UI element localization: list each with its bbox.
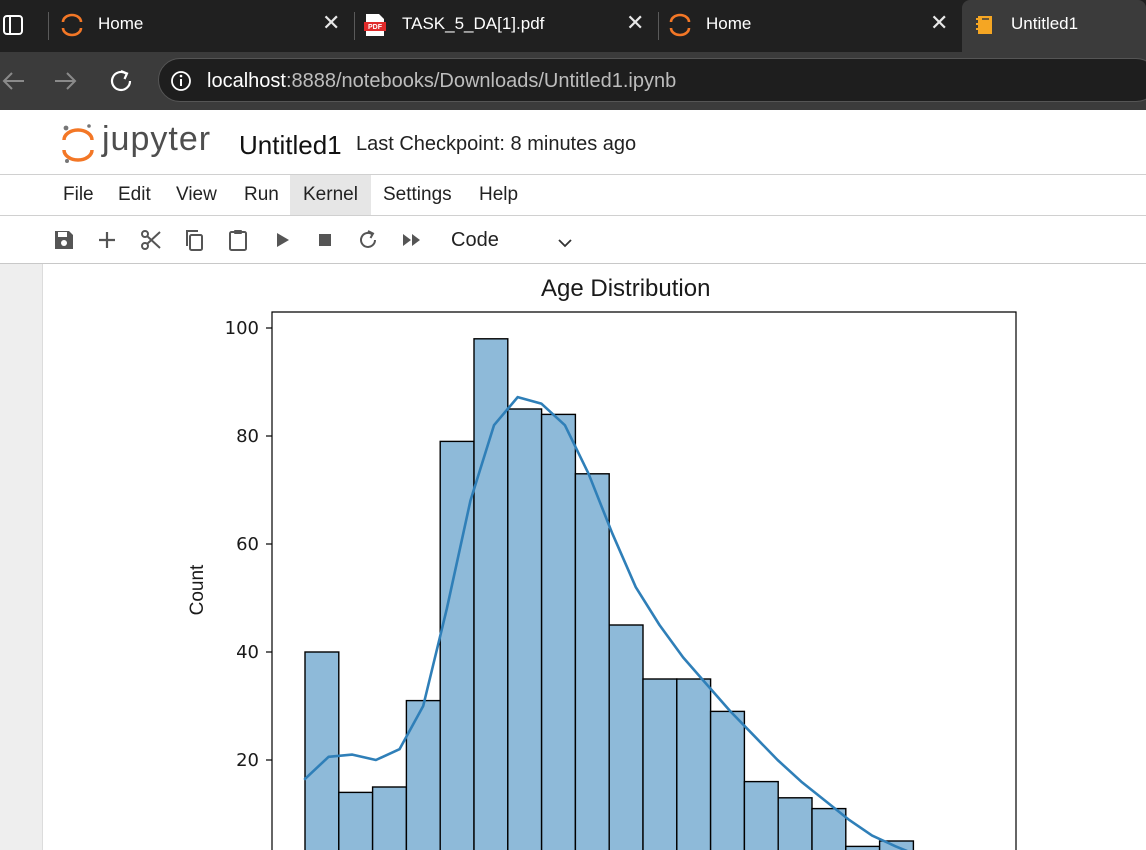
y-tick-label: 60 — [236, 534, 259, 555]
tab-title: Home — [706, 14, 752, 33]
histogram-bar — [743, 780, 779, 850]
chevron-down-icon — [558, 239, 572, 248]
tab-pdf[interactable]: PDF TASK_5_DA[1].pdf ✕ — [356, 0, 656, 48]
y-tick-label: 20 — [236, 750, 259, 771]
tab-actions-icon[interactable] — [2, 14, 24, 36]
histogram-bar — [608, 624, 644, 850]
copy-icon[interactable] — [182, 228, 206, 252]
menu-run[interactable]: Run — [244, 184, 279, 205]
tab-separator — [658, 12, 659, 40]
notebook-icon — [976, 16, 992, 34]
histogram-bar — [845, 845, 881, 850]
restart-icon[interactable] — [356, 228, 380, 252]
browser-tab-strip: Home ✕ PDF TASK_5_DA[1].pdf ✕ Home ✕ Unt… — [0, 0, 1146, 52]
menu-file[interactable]: File — [63, 184, 94, 205]
close-tab-icon[interactable]: ✕ — [322, 10, 341, 35]
back-arrow-icon[interactable] — [0, 68, 26, 94]
notebook-toolbar: Code — [0, 216, 1146, 264]
run-icon[interactable] — [270, 228, 294, 252]
browser-navbar: localhost:8888/notebooks/Downloads/Untit… — [0, 52, 1146, 110]
menu-view[interactable]: View — [176, 184, 217, 205]
add-cell-icon[interactable] — [95, 228, 119, 252]
tab-title: Home — [98, 14, 144, 33]
histogram-bar — [507, 408, 543, 850]
menu-settings[interactable]: Settings — [383, 184, 452, 205]
jupyter-logo-text: jupyter — [102, 120, 212, 158]
site-info-icon[interactable] — [170, 70, 192, 92]
kde-line — [303, 395, 908, 850]
histogram-bar — [338, 791, 374, 850]
histogram-bar — [777, 797, 813, 850]
histogram-bar — [709, 710, 746, 850]
histogram-bar — [405, 699, 441, 850]
run-all-icon[interactable] — [400, 228, 424, 252]
tab-home-2[interactable]: Home ✕ — [660, 0, 960, 48]
forward-arrow-icon[interactable] — [53, 68, 79, 94]
notebook-title[interactable]: Untitled1 — [239, 130, 342, 160]
address-bar[interactable]: localhost:8888/notebooks/Downloads/Untit… — [158, 58, 1146, 102]
tab-separator — [48, 12, 49, 40]
url-text: localhost:8888/notebooks/Downloads/Untit… — [207, 70, 676, 93]
histogram-bar — [540, 413, 577, 850]
jupyter-logo-icon[interactable] — [60, 123, 96, 165]
close-tab-icon[interactable]: ✕ — [930, 10, 949, 35]
menu-bar: File Edit View Run Kernel Settings Help — [0, 175, 1146, 216]
jupyter-logo-icon — [61, 13, 83, 37]
last-checkpoint: Last Checkpoint: 8 minutes ago — [356, 133, 637, 155]
tab-untitled1[interactable]: Untitled1 — [962, 0, 1146, 52]
y-tick-label: 100 — [225, 318, 259, 339]
histogram-bar — [304, 651, 340, 850]
url-path: :8888/notebooks/Downloads/Untitled1.ipyn… — [285, 70, 677, 92]
pdf-icon: PDF — [364, 14, 386, 36]
histogram-bar — [371, 786, 408, 850]
histogram-bar — [642, 678, 678, 850]
cut-icon[interactable] — [139, 228, 163, 252]
tab-title: Untitled1 — [1011, 14, 1079, 33]
histogram-bar — [473, 338, 509, 850]
url-host: localhost — [207, 70, 286, 92]
cell-type-value: Code — [451, 229, 499, 251]
paste-icon[interactable] — [226, 228, 250, 252]
y-tick-label: 80 — [236, 426, 259, 447]
tab-separator — [354, 12, 355, 40]
menu-help[interactable]: Help — [479, 184, 519, 205]
jupyter-header: jupyter Untitled1 Last Checkpoint: 8 min… — [0, 110, 1146, 175]
chart-title: Age Distribution — [541, 275, 711, 302]
axes-frame — [271, 311, 1017, 850]
menu-kernel[interactable]: Kernel — [290, 175, 371, 215]
histogram-bar — [574, 473, 610, 850]
tab-title: TASK_5_DA[1].pdf — [402, 14, 545, 33]
histogram-bar — [811, 807, 847, 850]
close-tab-icon[interactable]: ✕ — [626, 10, 645, 35]
save-icon[interactable] — [52, 228, 76, 252]
reload-icon[interactable] — [107, 67, 135, 95]
stop-icon[interactable] — [313, 228, 337, 252]
svg-text:PDF: PDF — [368, 24, 383, 31]
y-tick-label: 40 — [236, 642, 259, 663]
histogram-bar — [676, 678, 712, 850]
jupyter-logo-icon — [669, 13, 691, 37]
tab-home-1[interactable]: Home ✕ — [52, 0, 352, 48]
menu-edit[interactable]: Edit — [118, 184, 151, 205]
cell-gutter — [0, 264, 43, 850]
cell-type-dropdown[interactable]: Code — [440, 216, 580, 263]
